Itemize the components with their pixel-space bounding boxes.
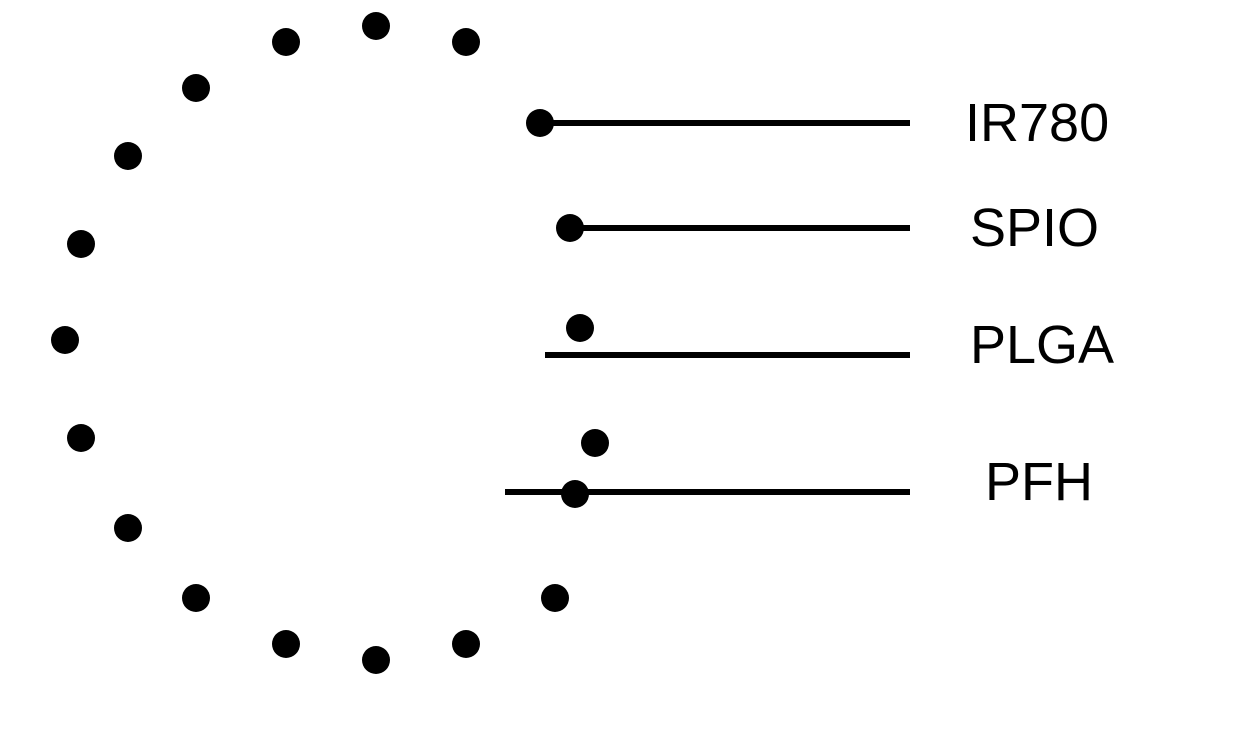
circle-dot: [272, 630, 300, 658]
leader-line-spio: [570, 225, 910, 231]
leader-dot-plga: [566, 314, 594, 342]
circle-dot: [452, 630, 480, 658]
nanoparticle-diagram: IR780 SPIO PLGA PFH: [0, 0, 1239, 740]
circle-dot: [182, 74, 210, 102]
label-spio: SPIO: [970, 197, 1099, 259]
circle-dot: [51, 326, 79, 354]
circle-dot: [452, 28, 480, 56]
label-plga: PLGA: [970, 314, 1114, 376]
label-ir780: IR780: [965, 92, 1109, 154]
circle-dot: [67, 230, 95, 258]
circle-dot: [114, 142, 142, 170]
circle-dot: [67, 424, 95, 452]
circle-dot: [182, 584, 210, 612]
leader-line-pfh: [505, 489, 910, 495]
label-pfh: PFH: [985, 451, 1093, 513]
leader-line-plga: [545, 352, 910, 358]
leader-line-ir780: [540, 120, 910, 126]
circle-dot: [272, 28, 300, 56]
circle-dot: [114, 514, 142, 542]
leader-dot-pfh: [581, 429, 609, 457]
circle-dot: [362, 12, 390, 40]
circle-dot: [541, 584, 569, 612]
circle-dot: [362, 646, 390, 674]
